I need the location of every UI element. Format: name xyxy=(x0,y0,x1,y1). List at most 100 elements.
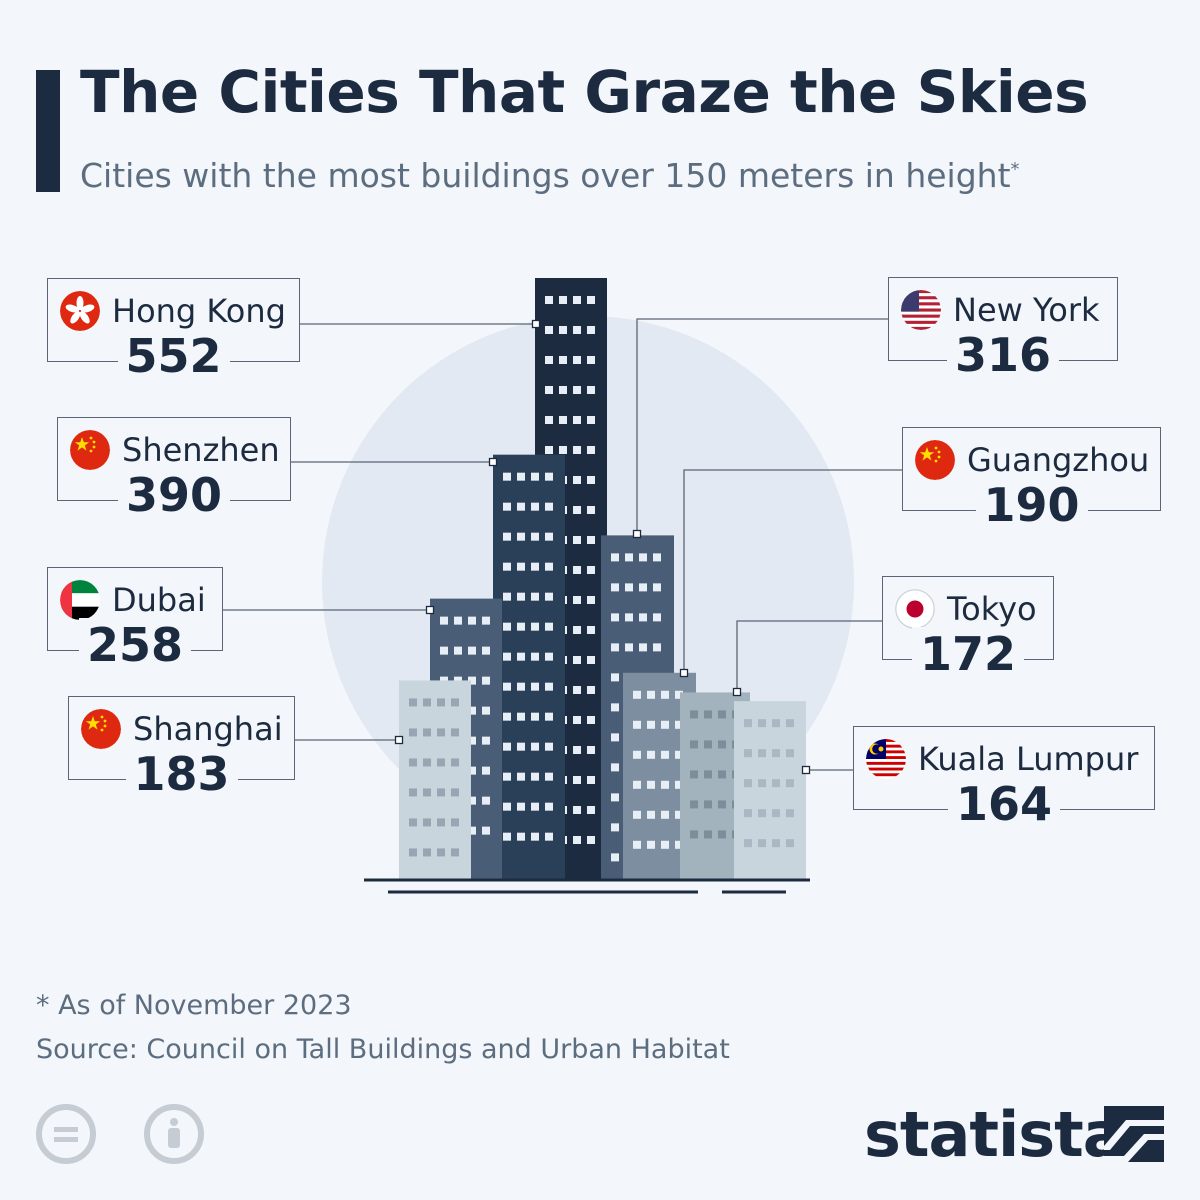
tower-window xyxy=(503,622,511,631)
cc-attribution-icon xyxy=(144,1104,204,1164)
tower-window xyxy=(423,788,431,797)
tower-window xyxy=(786,839,794,848)
label-shenzhen: Shenzhen 390 xyxy=(57,417,291,522)
tower-window xyxy=(661,840,669,849)
statista-logo-icon xyxy=(1104,1106,1164,1162)
tower-window xyxy=(611,823,619,832)
leader-anchor xyxy=(679,668,689,678)
tower-window xyxy=(503,562,511,571)
tower-window xyxy=(647,780,655,789)
tower-window xyxy=(503,832,511,841)
tower-window xyxy=(503,742,511,751)
tower-window xyxy=(503,532,511,541)
tower-window xyxy=(625,643,633,652)
tower-window xyxy=(545,356,553,364)
tower-window xyxy=(573,686,581,694)
tower-window xyxy=(503,472,511,481)
city-value: 316 xyxy=(946,328,1060,382)
label-new-york: New York 316 xyxy=(888,277,1118,382)
tower-window xyxy=(639,553,647,562)
tower-window xyxy=(423,698,431,707)
tower-window xyxy=(573,656,581,664)
tower-window xyxy=(531,622,539,631)
city-value: 190 xyxy=(975,478,1088,532)
tower-window xyxy=(573,776,581,784)
tower-window xyxy=(633,750,641,759)
subtitle-footnote-mark: * xyxy=(1010,159,1020,180)
tower-window xyxy=(573,326,581,334)
tower-window xyxy=(758,719,766,728)
tower-window xyxy=(545,472,553,481)
tower-window xyxy=(517,802,525,811)
tower-window xyxy=(531,772,539,781)
tower-window xyxy=(468,706,476,715)
tower-window xyxy=(758,749,766,758)
city-value: 552 xyxy=(117,329,230,383)
tower-window xyxy=(611,673,619,682)
tower-window xyxy=(531,592,539,601)
tower-window xyxy=(451,818,459,827)
tower-window xyxy=(587,656,595,664)
tower-window xyxy=(517,682,525,691)
tower-window xyxy=(718,800,726,809)
tower-window xyxy=(545,592,553,601)
tower-window xyxy=(625,553,633,562)
tower-window xyxy=(545,326,553,334)
label-dubai: Dubai 258 xyxy=(47,567,223,672)
city-value: 183 xyxy=(125,747,238,801)
tower-window xyxy=(482,706,490,715)
tower-window xyxy=(545,502,553,511)
tower-shenzhen xyxy=(493,454,565,880)
tower-window xyxy=(423,818,431,827)
tower-window xyxy=(587,566,595,574)
tower-window xyxy=(587,686,595,694)
tower-window xyxy=(633,720,641,729)
tower-window xyxy=(531,832,539,841)
tower-window xyxy=(718,770,726,779)
city-name: Shenzhen xyxy=(122,431,280,469)
tower-window xyxy=(573,806,581,814)
tower-window xyxy=(531,712,539,721)
leader-anchor xyxy=(531,319,541,329)
city-name: Shanghai xyxy=(133,710,283,748)
tower-window xyxy=(647,750,655,759)
tower-window xyxy=(587,536,595,544)
tower-window xyxy=(786,749,794,758)
tower-window xyxy=(531,682,539,691)
tower-window xyxy=(744,839,752,848)
tower-window xyxy=(647,810,655,819)
tower-window xyxy=(531,742,539,751)
tower-window xyxy=(517,712,525,721)
tower-window xyxy=(468,766,476,775)
tower-window xyxy=(468,736,476,745)
tower-window xyxy=(573,386,581,394)
tower-window xyxy=(517,472,525,481)
leader-line xyxy=(736,620,882,692)
chart-subtitle: Cities with the most buildings over 150 … xyxy=(80,156,1020,195)
chart-title: The Cities That Graze the Skies xyxy=(80,58,1089,126)
hong-kong-flag-icon xyxy=(60,291,100,331)
tower-window xyxy=(718,830,726,839)
tower-window xyxy=(545,562,553,571)
tower-window xyxy=(704,830,712,839)
tower-window xyxy=(587,836,595,844)
leader-anchor xyxy=(801,765,811,775)
tower-window xyxy=(573,836,581,844)
tower-window xyxy=(633,690,641,699)
tower-window xyxy=(744,749,752,758)
tower-window xyxy=(690,830,698,839)
tower-window xyxy=(409,698,417,707)
tower-window xyxy=(503,712,511,721)
tower-window xyxy=(661,780,669,789)
tower-window xyxy=(718,710,726,719)
tower-window xyxy=(451,758,459,767)
tower-window xyxy=(531,472,539,481)
tower-window xyxy=(675,750,683,759)
tower-window xyxy=(611,763,619,772)
tower-window xyxy=(409,848,417,857)
tower-window xyxy=(517,832,525,841)
tower-window xyxy=(503,502,511,511)
tower-window xyxy=(573,626,581,634)
tower-window xyxy=(468,646,476,655)
